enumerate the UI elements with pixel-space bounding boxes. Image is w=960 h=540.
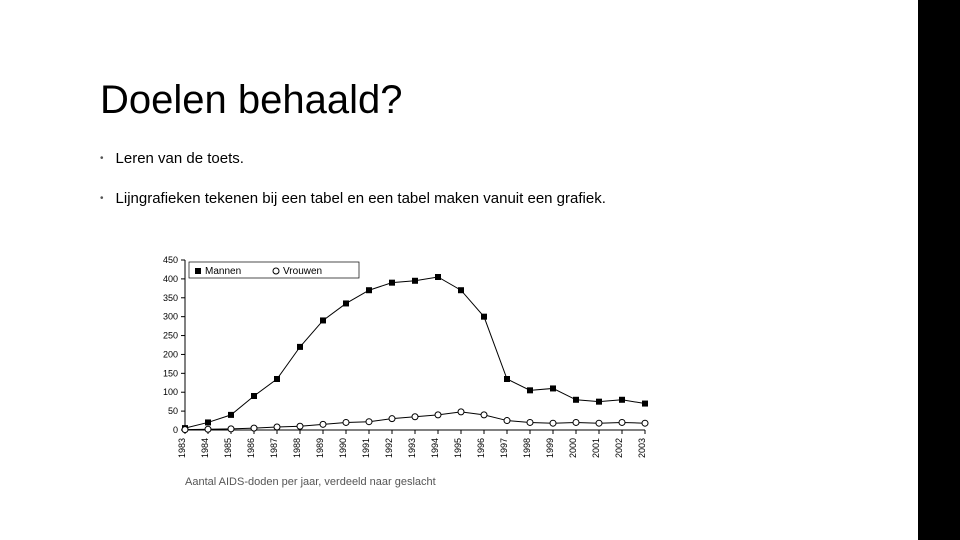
- svg-text:450: 450: [163, 255, 178, 265]
- svg-text:50: 50: [168, 406, 178, 416]
- svg-text:2002: 2002: [614, 438, 624, 458]
- svg-text:350: 350: [163, 293, 178, 303]
- svg-text:Aantal AIDS-doden per jaar, ve: Aantal AIDS-doden per jaar, verdeeld naa…: [185, 476, 436, 488]
- list-item: • Lijngrafieken tekenen bij een tabel en…: [100, 190, 860, 208]
- svg-text:100: 100: [163, 387, 178, 397]
- svg-text:2000: 2000: [568, 438, 578, 458]
- svg-text:1983: 1983: [177, 438, 187, 458]
- svg-text:1990: 1990: [338, 438, 348, 458]
- svg-text:300: 300: [163, 312, 178, 322]
- svg-text:1995: 1995: [453, 438, 463, 458]
- svg-text:1998: 1998: [522, 438, 532, 458]
- svg-text:1986: 1986: [246, 438, 256, 458]
- chart-svg: 0 50 100 150 200 250 300 350 400 450 1983 1984 1985 1…: [140, 250, 700, 510]
- svg-text:1994: 1994: [430, 438, 440, 458]
- svg-text:1987: 1987: [269, 438, 279, 458]
- svg-text:2001: 2001: [591, 438, 601, 458]
- bullet-text: Lijngrafieken tekenen bij een tabel en e…: [116, 190, 606, 208]
- line-chart: 0 50 100 150 200 250 300 350 400 450 1983 1984 1985 1…: [140, 250, 700, 510]
- bullet-text: Leren van de toets.: [116, 150, 244, 168]
- page-title: Doelen behaald?: [100, 78, 402, 123]
- svg-text:1984: 1984: [200, 438, 210, 458]
- list-item: • Leren van de toets.: [100, 150, 860, 168]
- svg-text:150: 150: [163, 368, 178, 378]
- svg-text:2003: 2003: [637, 438, 647, 458]
- svg-text:400: 400: [163, 274, 178, 284]
- svg-text:1999: 1999: [545, 438, 555, 458]
- svg-text:200: 200: [163, 349, 178, 359]
- slide: Doelen behaald? • Leren van de toets. • …: [0, 0, 960, 540]
- svg-text:Mannen: Mannen: [205, 266, 241, 277]
- slide-accent-bar: [918, 0, 960, 540]
- bullet-list: • Leren van de toets. • Lijngrafieken te…: [100, 150, 860, 230]
- svg-text:0: 0: [173, 425, 178, 435]
- bullet-icon: •: [100, 150, 104, 168]
- svg-text:1997: 1997: [499, 438, 509, 458]
- svg-text:250: 250: [163, 331, 178, 341]
- svg-text:1992: 1992: [384, 438, 394, 458]
- svg-text:1988: 1988: [292, 438, 302, 458]
- bullet-icon: •: [100, 190, 104, 208]
- svg-text:Vrouwen: Vrouwen: [283, 266, 322, 277]
- svg-text:1991: 1991: [361, 438, 371, 458]
- svg-text:1996: 1996: [476, 438, 486, 458]
- svg-text:1989: 1989: [315, 438, 325, 458]
- svg-text:1985: 1985: [223, 438, 233, 458]
- svg-text:1993: 1993: [407, 438, 417, 458]
